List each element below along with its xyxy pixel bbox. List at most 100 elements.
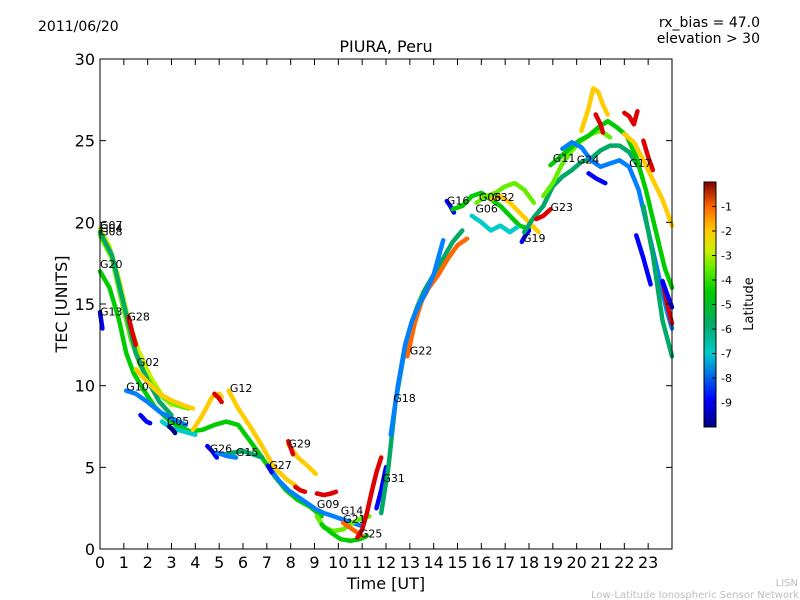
series-line-g12 [226, 388, 298, 488]
y-tick-label: 25 [75, 132, 95, 151]
sat-label: G02 [137, 356, 160, 369]
series-line-g15 [221, 448, 265, 460]
sat-label: G26 [210, 443, 233, 456]
x-tick-label: 20 [566, 553, 586, 572]
x-tick-label: 5 [214, 553, 224, 572]
series-line-g05 [159, 419, 198, 437]
colorbar-ticks: -1 -2 -3 -4 -5 -6 -7 -8 -9 [712, 201, 732, 410]
series-line-g12b [212, 391, 224, 405]
series-line-g30 [634, 233, 653, 287]
sat-label: G23 [551, 201, 574, 214]
colorbar-tick-label: -8 [721, 372, 732, 385]
elevation-label: elevation > 30 [657, 31, 760, 47]
sat-label: G28 [127, 310, 150, 323]
series-line-g22 [405, 236, 470, 359]
series-line-g08hi [579, 86, 610, 134]
plot-lines [97, 86, 675, 544]
colorbar-label: Latitude [742, 277, 757, 331]
x-tick-label: 18 [519, 553, 539, 572]
x-tick-label: 2 [143, 553, 153, 572]
x-tick-label: 14 [423, 553, 443, 572]
sat-label: G12 [230, 382, 253, 395]
series-line-g10b [138, 412, 153, 426]
series-line-g05b [166, 424, 178, 436]
x-tick-label: 6 [238, 553, 248, 572]
y-axis-label: TEC [UNITS] [52, 256, 71, 354]
x-tick-label: 19 [543, 553, 563, 572]
sat-label: G32 [492, 191, 515, 204]
sat-label: G06 [475, 203, 498, 216]
sat-label: G22 [410, 345, 433, 358]
sat-label: G24 [577, 154, 600, 167]
series-line-g09 [314, 489, 339, 498]
y-tick-label: 5 [85, 458, 95, 477]
series-line-g12a [190, 391, 224, 433]
x-tick-label: 8 [286, 553, 296, 572]
sat-label: G04 [100, 222, 123, 235]
series-line-g27b [265, 463, 274, 475]
series-line-g17 [622, 131, 675, 228]
y-tick-label: 30 [75, 50, 95, 69]
rx-bias-label: rx_bias = 47.0 [659, 15, 760, 31]
series-line-g31 [374, 465, 389, 511]
sat-label: G09 [317, 498, 340, 511]
series-line-g24b [586, 171, 608, 186]
series-line-g02 [133, 367, 196, 411]
series-line-g26 [205, 443, 220, 460]
x-tick-label: 12 [376, 553, 396, 572]
series-line-g06b [474, 180, 537, 205]
sat-label: G19 [523, 232, 546, 245]
sat-label: G06 [479, 191, 502, 204]
x-tick-label: 13 [400, 553, 420, 572]
y-tick-label: 20 [75, 213, 95, 232]
series-line-g18b [388, 238, 446, 437]
footer-network: Low-Latitude Ionospheric Sensor Network [591, 590, 799, 600]
x-tick-label: 15 [447, 553, 467, 572]
colorbar-tick-label: -2 [721, 225, 732, 238]
x-axis-label: Time [UT] [346, 574, 425, 593]
x-tick-label: 4 [190, 553, 200, 572]
series-line-g06 [469, 213, 520, 235]
colorbar-tick-label: -4 [721, 274, 732, 287]
chart-title: PIURA, Peru [339, 37, 432, 56]
sat-label: G14 [341, 505, 364, 518]
sat-label: G31 [382, 472, 405, 485]
x-tick-label: 9 [309, 553, 319, 572]
series-line-g27c [293, 484, 308, 495]
x-tick-label: 23 [638, 553, 658, 572]
series-line-g17c [622, 109, 640, 127]
series-line-g25 [355, 455, 384, 540]
colorbar-tick-label: -7 [721, 348, 732, 361]
sat-label: G25 [360, 528, 383, 541]
series-line-g23 [533, 207, 553, 222]
sat-label: G13 [100, 305, 123, 318]
sat-label: G16 [447, 194, 470, 207]
series-line-g14 [319, 522, 370, 544]
colorbar-tick-label: -5 [721, 299, 732, 312]
colorbar-tick-label: -3 [721, 250, 732, 263]
x-tick-label: 21 [590, 553, 610, 572]
series-line-g24 [560, 140, 675, 331]
series-line-g29b [286, 438, 296, 457]
x-tick-label: 1 [119, 553, 129, 572]
sat-label: G15 [236, 446, 259, 459]
sat-label: G27 [269, 459, 292, 472]
series-line-g11 [548, 118, 675, 290]
x-tick-label: 10 [328, 553, 348, 572]
colorbar-tick-label: -1 [721, 201, 732, 214]
series-line-g19b [521, 143, 641, 235]
sat-label: G21 [343, 513, 366, 526]
series-line-g17b [641, 138, 656, 173]
series-line-g10 [123, 388, 189, 428]
sat-label: G08 [100, 225, 123, 238]
series-line-g27 [266, 465, 365, 529]
y-tick-label: 0 [85, 540, 95, 559]
sat-label: G29 [288, 438, 311, 451]
y-axis: 0 5 10 15 20 25 30 [75, 50, 672, 559]
sat-label: G20 [100, 258, 123, 271]
series-line-g28 [126, 314, 139, 348]
x-tick-label: 3 [166, 553, 176, 572]
y-tick-label: 15 [75, 295, 95, 314]
colorbar-tick-label: -6 [721, 323, 732, 336]
